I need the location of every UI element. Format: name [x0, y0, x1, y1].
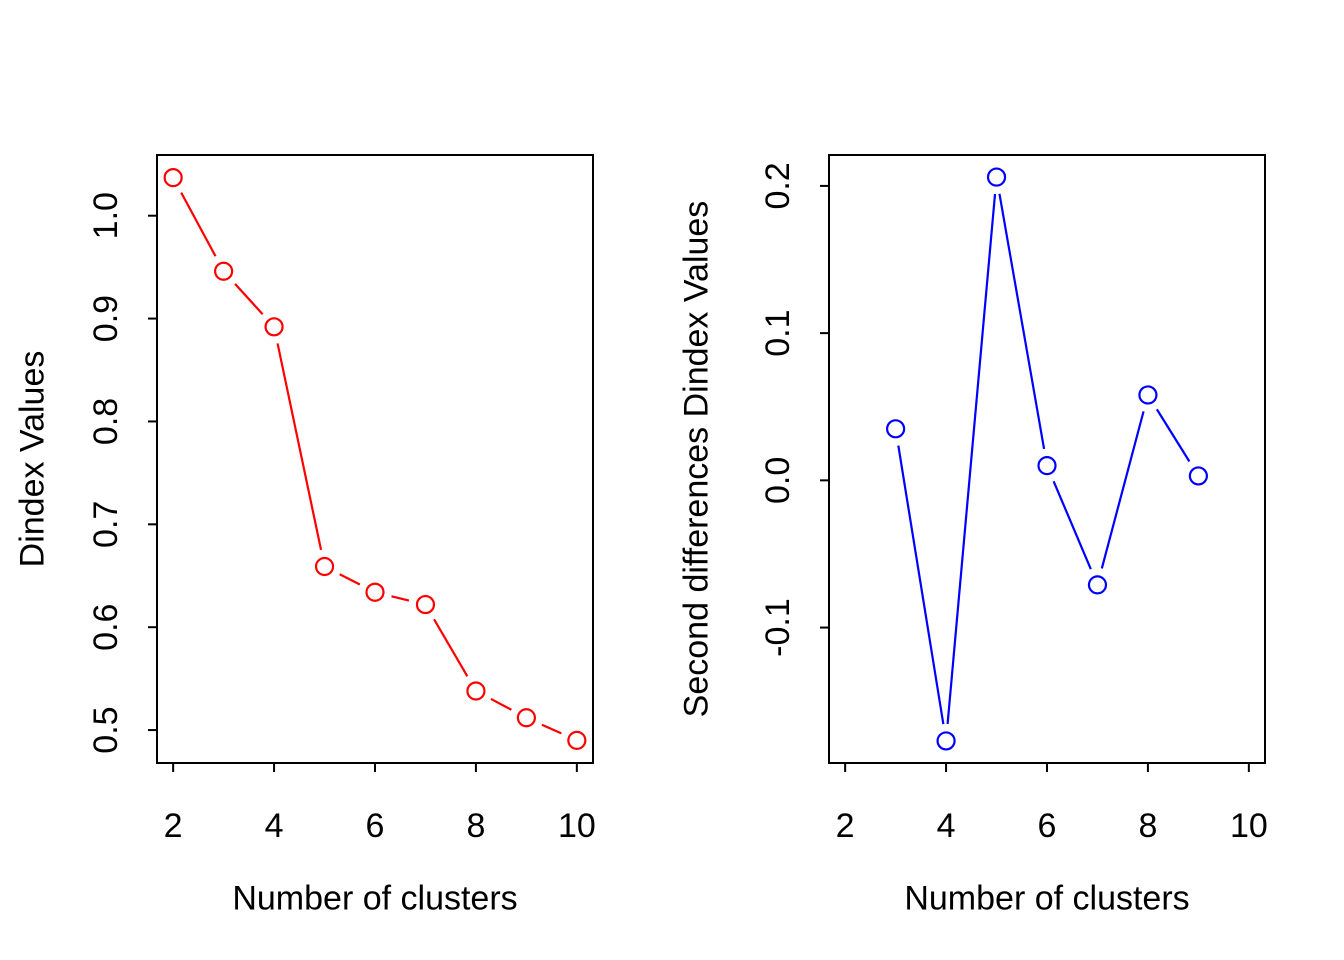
x-tick-label: 10: [558, 807, 596, 845]
y-tick-label: 0.1: [759, 309, 797, 356]
y-tick-label: 0.9: [87, 295, 125, 342]
series-segment: [541, 723, 562, 735]
data-point-marker: [1037, 456, 1057, 476]
data-point-marker: [314, 556, 335, 577]
x-tick-label: 2: [836, 807, 855, 845]
x-tick-label: 6: [366, 807, 385, 845]
y-tick-label: 0.7: [87, 501, 125, 548]
series-segment: [339, 573, 361, 586]
data-point-marker: [264, 317, 284, 337]
x-tick-label: 10: [1230, 807, 1268, 845]
series-segment: [1155, 408, 1191, 463]
x-tick-label: 8: [1138, 807, 1157, 845]
series-segment: [998, 193, 1046, 450]
plot-box: [156, 154, 594, 764]
series-segment: [180, 192, 217, 257]
data-point-marker: [1188, 466, 1208, 486]
x-tick-label: 8: [466, 807, 485, 845]
x-tick-label: 4: [265, 807, 284, 845]
left-plot-x-axis-title: Number of clusters: [232, 879, 518, 918]
series-segment: [234, 283, 264, 315]
data-point-marker: [567, 730, 587, 750]
left-plot: 2 4 6 8 10 0.5 0.6 0.7 0.8 0.9 1.0: [87, 154, 596, 845]
data-point-marker: [466, 681, 486, 701]
x-tick-label: 4: [937, 807, 956, 845]
y-tick-label: 0.5: [87, 706, 125, 753]
y-tick-label: 0.6: [87, 604, 125, 651]
series-segment: [1052, 480, 1092, 570]
y-tick-label: -0.1: [759, 598, 797, 657]
series-segment: [490, 697, 512, 711]
data-point-marker: [365, 582, 385, 602]
right-plot-y-axis-title: Second differences Dindex Values: [677, 200, 716, 718]
data-point-marker: [936, 731, 956, 751]
y-tick-label: 1.0: [87, 192, 125, 239]
data-point-marker: [1138, 385, 1158, 405]
plot-box: [828, 154, 1266, 764]
series-segment: [897, 445, 945, 725]
data-point-marker: [886, 419, 906, 439]
data-point-marker: [986, 167, 1007, 187]
x-tick-label: 6: [1038, 807, 1057, 845]
series-segment: [433, 618, 469, 677]
series-segment: [276, 343, 323, 551]
data-point-marker: [1087, 575, 1108, 595]
x-tick-label: 2: [164, 807, 183, 845]
right-plot: 2 4 6 8 10 -0.1 0.0 0.1 0.2: [759, 154, 1268, 845]
left-plot-y-axis-title: Dindex Values: [13, 350, 52, 568]
y-tick-label: 0.2: [759, 162, 797, 209]
series-segment: [1100, 411, 1145, 569]
data-point-marker: [516, 708, 536, 728]
right-plot-x-axis-title: Number of clusters: [904, 879, 1190, 918]
y-tick-label: 0.0: [759, 457, 797, 504]
series-segment: [946, 193, 997, 725]
y-tick-label: 0.8: [87, 398, 125, 445]
data-point-marker: [163, 168, 183, 188]
data-point-marker: [214, 261, 234, 281]
series-segment: [391, 595, 410, 602]
data-point-marker: [415, 594, 436, 615]
